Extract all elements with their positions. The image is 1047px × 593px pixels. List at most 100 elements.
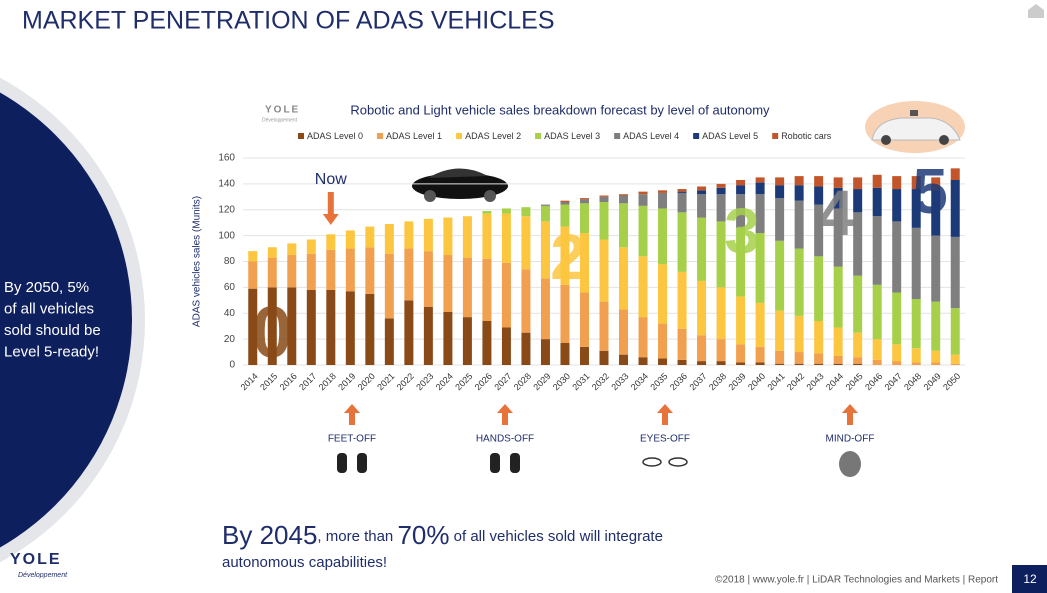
bar-segment [287,287,297,365]
bar-segment [775,310,785,351]
bar-segment [872,216,882,285]
milestone-arrow [344,404,360,425]
legend-label: ADAS Level 0 [307,131,363,141]
milestone-icon [668,457,688,467]
milestone-label: FEET-OFF [328,434,376,445]
bar-segment [950,308,960,355]
bar-segment [697,217,707,281]
bar-segment [950,179,960,237]
bar-segment [697,186,707,191]
bar-segment [248,251,258,262]
bar-segment [306,239,316,254]
bar-segment [619,247,629,310]
headline-line2: autonomous capabilities! [222,554,387,571]
side-disc [0,92,132,548]
bar-segment [599,301,609,351]
now-arrow [322,192,339,225]
bar-segment [443,255,453,312]
level-digit: 0 [252,293,292,373]
bar-segment [443,217,453,256]
bar-segment [384,223,394,254]
robotic-car-illustration [865,101,965,153]
bar-segment [853,189,863,213]
bar-segment [950,354,960,364]
bar-segment [931,235,941,302]
milestone-icon [642,457,662,467]
bar-segment [833,266,843,328]
y-tick-label: 60 [224,282,236,293]
level-digit: 3 [724,195,760,267]
bar-segment [911,227,921,300]
bar-segment [462,257,472,318]
milestone-label: HANDS-OFF [476,434,534,445]
bar-segment [306,253,316,290]
bar-segment [501,327,511,365]
bar-segment [697,335,707,362]
bar-segment [755,194,765,234]
bar-segment [716,361,726,365]
bar-segment [521,269,531,333]
bar-segment [892,344,902,362]
home-icon[interactable] [1028,4,1044,18]
bar-segment [755,233,765,303]
bar-segment [306,289,316,365]
bar-segment [443,311,453,365]
bar-segment [931,362,941,365]
bar-segment [482,321,492,365]
bar-segment [931,301,941,351]
bar-segment [853,275,863,333]
bar-segment [853,332,863,358]
bar-segment [853,357,863,364]
bar-segment [560,201,570,205]
bar-segment [599,350,609,365]
bar-segment [716,287,726,340]
legend-swatch [456,133,463,139]
bar-segment [755,362,765,365]
bar-segment [384,318,394,365]
bar-segment [892,221,902,293]
bar-segment [638,205,648,257]
bar-segment [658,264,668,324]
bar-segment [794,200,804,249]
bar-segment [697,280,707,336]
legend-swatch [614,133,621,139]
bar-segment [775,198,785,241]
legend-label: ADAS Level 3 [544,131,600,141]
milestone-label: EYES-OFF [640,434,690,445]
bar-segment [540,221,550,279]
bar-segment [677,359,687,365]
bar-segment [619,195,629,204]
bar-segment [814,186,824,205]
bar-segment [599,195,609,197]
bar-segment [736,227,746,297]
bar-segment [892,189,902,222]
bar-segment [736,194,746,228]
milestone-icon [357,453,367,473]
bar-segment [755,182,765,195]
headline-text: of all vehicles sold will integrate [450,528,663,545]
bar-segment [794,185,804,201]
bar-segment [892,292,902,345]
bar-segment [833,177,843,188]
milestone-label: MIND-OFF [826,434,875,445]
bar-segment [833,208,843,267]
bar-segment [579,346,589,365]
bar-segment [579,292,589,347]
legend-swatch [298,133,304,139]
bar-segment [482,213,492,259]
bar-segment [658,192,668,209]
bar-segment [619,203,629,248]
bar-segment [248,288,258,365]
bar-segment [677,328,687,360]
bar-segment [482,211,492,214]
bar-segment [560,226,570,285]
y-tick-label: 160 [218,153,235,164]
bar-segment [872,187,882,217]
bar-segment [697,190,707,195]
bar-segment [404,221,414,249]
headline: By 2045, more than 70% of all vehicles s… [222,520,663,550]
milestone-arrow [842,404,858,425]
bar-segment [540,205,550,222]
bar-segment [716,339,726,362]
bar-segment [950,236,960,309]
